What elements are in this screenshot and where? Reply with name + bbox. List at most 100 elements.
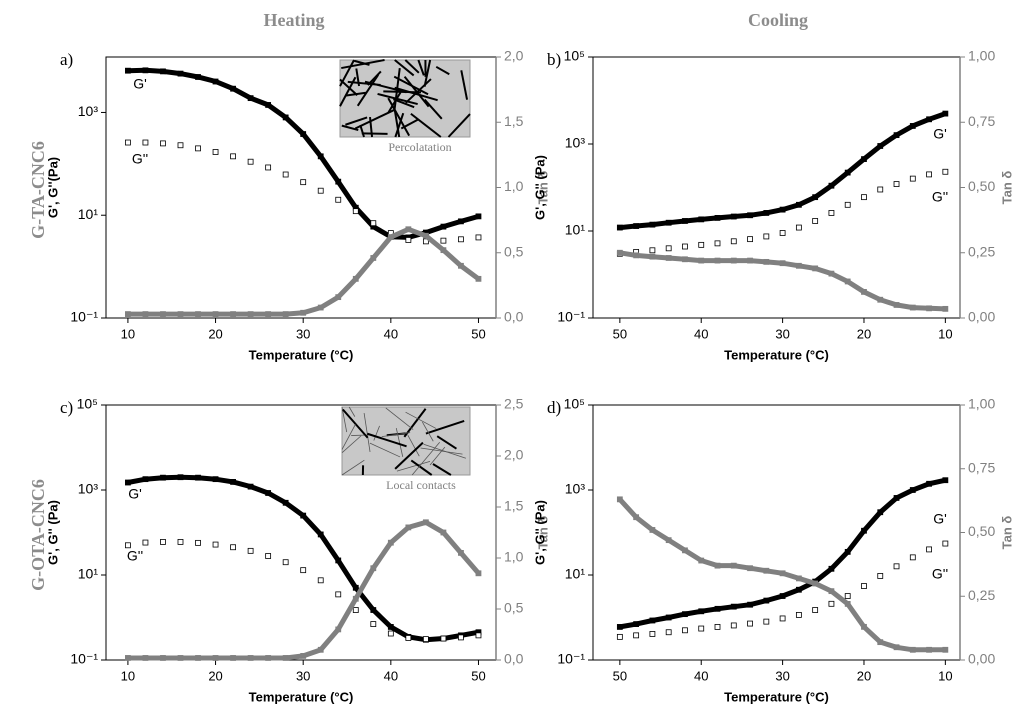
data-point: [844, 201, 851, 208]
data-point: [714, 605, 721, 612]
data-point: [230, 311, 236, 317]
data-point: [405, 524, 412, 531]
data-point: [665, 219, 672, 226]
data-point: [335, 557, 342, 564]
inset-fiber: [347, 80, 381, 86]
x-axis-label: Temperature (°C): [724, 347, 829, 362]
data-point: [282, 499, 289, 506]
data-point: [616, 496, 623, 503]
data-point: [317, 153, 324, 160]
data-point: [747, 257, 753, 264]
y2-tick-label: 0,00: [968, 651, 995, 667]
data-point: [142, 311, 149, 317]
data-point: [616, 633, 623, 640]
data-point: [942, 477, 949, 484]
y2-tick-label: 0,0: [504, 651, 524, 667]
x-tick-label: 40: [694, 668, 708, 683]
data-point: [795, 224, 802, 231]
y2-tick-label: 2,0: [504, 447, 524, 463]
inset-fiber: [432, 463, 452, 476]
data-point: [812, 265, 819, 272]
data-point: [247, 483, 254, 490]
data-point: [125, 655, 131, 661]
inset-fiber: [396, 460, 431, 472]
data-point: [195, 74, 201, 80]
data-point: [317, 304, 324, 311]
x-tick-label: 30: [775, 326, 789, 341]
y2-axis-label: Tan δ: [999, 516, 1014, 550]
x-tick-label: 10: [121, 668, 135, 683]
y2-tick-label: 0,0: [504, 309, 524, 325]
y2-tick-label: 0,5: [504, 600, 524, 616]
y2-tick-label: 1,00: [968, 48, 995, 64]
x-tick-label: 50: [613, 668, 627, 683]
data-point: [387, 630, 394, 637]
data-point: [893, 181, 900, 187]
data-point: [458, 236, 464, 243]
y-axis-label: G', G'' (Pa): [532, 500, 547, 565]
data-point: [730, 257, 737, 264]
data-point: [747, 212, 753, 219]
y2-tick-label: 0,5: [504, 243, 524, 259]
y-tick-label: 10⁻¹: [557, 651, 585, 667]
data-point: [763, 597, 770, 604]
data-point: [747, 620, 753, 627]
data-point: [352, 584, 359, 591]
data-point: [160, 474, 166, 481]
data-point: [475, 570, 482, 577]
inset-fiber: [342, 408, 369, 439]
data-point: [682, 627, 688, 634]
y2-tick-label: 0,00: [968, 309, 995, 325]
data-point: [649, 247, 656, 254]
inset-fiber: [436, 435, 457, 450]
inset-fiber: [393, 110, 401, 138]
data-point: [247, 547, 254, 554]
y2-tick-label: 1,00: [968, 396, 995, 412]
inset-fiber: [341, 459, 365, 476]
data-point: [230, 655, 236, 661]
data-point: [405, 635, 412, 641]
inset-fiber: [429, 446, 446, 466]
inset-fiber: [359, 124, 365, 138]
curve-label: G'': [127, 548, 143, 564]
x-tick-label: 50: [471, 668, 485, 683]
data-point: [282, 559, 289, 566]
y-tick-label: 10³: [565, 481, 586, 497]
inset-caption: Local contacts: [386, 478, 456, 492]
data-point: [926, 305, 932, 312]
inset-fiber: [369, 442, 401, 458]
data-point: [282, 311, 289, 317]
data-point: [370, 255, 377, 261]
data-point: [893, 132, 900, 139]
data-point: [440, 223, 447, 230]
data-point: [649, 253, 656, 260]
data-point: [909, 487, 916, 493]
column-title: Cooling: [748, 10, 808, 30]
data-point: [714, 240, 721, 247]
inset-fiber: [393, 75, 429, 96]
data-point: [335, 178, 342, 185]
inset-fiber: [394, 59, 415, 77]
y-tick-label: 10¹: [78, 566, 99, 582]
inset-fiber: [405, 78, 432, 104]
data-point: [160, 68, 166, 75]
x-tick-label: 20: [208, 668, 222, 683]
data-point: [142, 67, 149, 74]
data-point: [282, 171, 289, 178]
x-tick-label: 50: [471, 326, 485, 341]
data-point: [317, 646, 324, 653]
data-point: [828, 270, 835, 277]
inset-fiber: [348, 406, 356, 417]
y2-axis-label: Tan δ: [535, 516, 550, 550]
panel-label: b): [547, 50, 561, 69]
data-point: [714, 215, 721, 221]
inset-fiber: [354, 108, 396, 130]
x-tick-label: 50: [613, 326, 627, 341]
inset-fiber: [460, 70, 469, 100]
inset-fiber: [351, 434, 371, 436]
data-point: [698, 216, 705, 223]
data-point: [475, 632, 482, 639]
data-point: [795, 586, 802, 593]
data-point: [265, 102, 272, 108]
inset-fiber: [356, 74, 380, 107]
